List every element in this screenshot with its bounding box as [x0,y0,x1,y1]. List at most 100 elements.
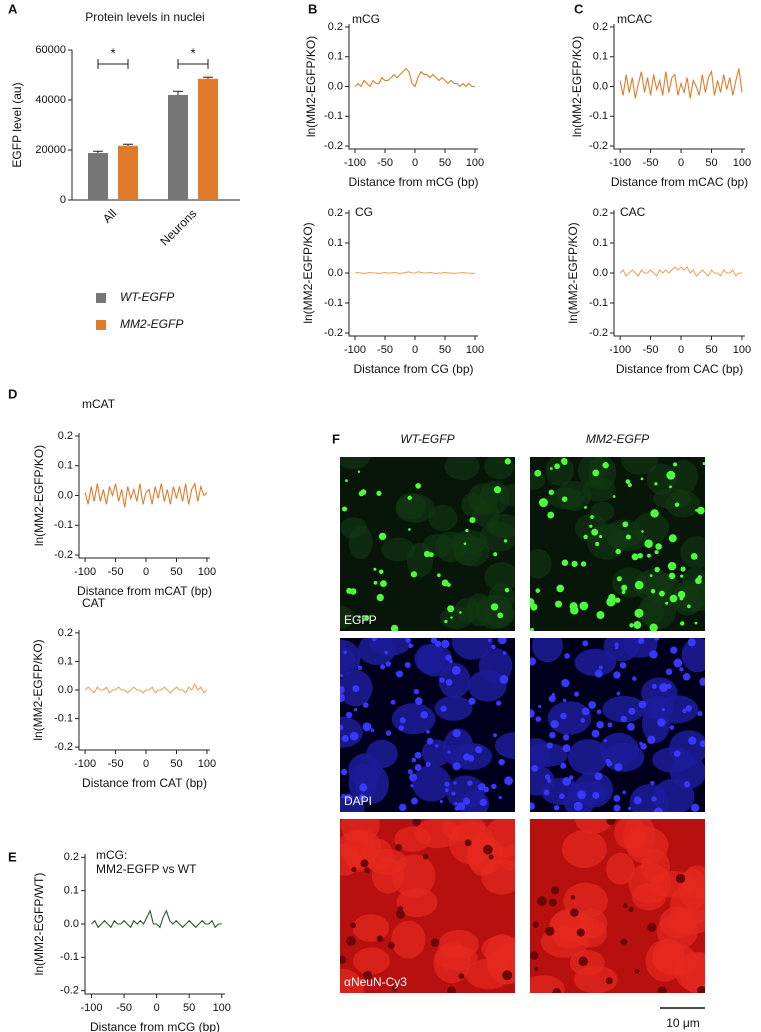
chromocenter [588,701,597,709]
spot [497,612,504,619]
spot [616,576,622,582]
nucleus [486,514,515,539]
y-tick-label: 0.0 [593,267,608,279]
nucleus [461,492,486,517]
nucleus [621,457,659,475]
nucleolus [364,867,371,874]
nucleus [530,765,555,796]
chromocenter [558,793,565,800]
x-tick-label: -50 [643,344,659,356]
nucleolus [647,922,657,932]
nucleus [421,739,452,767]
nucleus [484,457,514,480]
nucleus [348,763,377,803]
nucleolus [482,844,493,855]
chromocenter [691,803,700,812]
spot [390,624,399,631]
y-tick-label: 20000 [35,144,66,156]
chromocenter [627,806,632,811]
nucleus [340,605,355,629]
spot [687,604,691,609]
chromocenter [562,744,571,753]
chromocenter [359,783,368,792]
cell [391,920,426,959]
chromocenter [499,675,509,684]
chromocenter [603,739,607,743]
y-tick-label: 0.1 [593,51,608,63]
cell [396,887,438,918]
spot [641,530,644,533]
legend-swatch [96,320,106,330]
chromocenter [596,709,602,715]
axis-line [84,854,225,995]
chromocenter [562,734,570,741]
spot [560,457,568,465]
chromocenter [488,638,492,643]
chromocenter [445,654,452,661]
chromocenter [538,704,542,709]
chromocenter [546,742,553,749]
chromocenter [345,711,353,719]
scale-bar-label: 10 μm [666,1016,700,1030]
nucleus [434,695,473,721]
spot [590,515,594,519]
nucleolus [340,955,347,964]
x-tick-label: -50 [643,157,659,169]
spot [538,498,548,508]
nucleolus [387,941,395,949]
data-line [619,68,743,99]
spot [680,566,686,572]
chromocenter [468,697,476,705]
bar [118,145,138,200]
nucleus [484,562,515,592]
cell [352,947,390,975]
significance-star: * [110,45,115,60]
spot [679,596,684,601]
x-tick-label: -50 [116,1002,132,1014]
chromocenter [638,638,645,645]
y-tick-label: 0.1 [64,885,79,897]
spot [669,485,672,489]
spot [665,601,669,605]
nucleolus [530,951,539,960]
spot [622,521,629,528]
spot [570,606,579,615]
spot [504,587,510,593]
chromocenter [530,709,535,718]
chromocenter [384,650,388,655]
y-tick-label: 0.2 [328,21,343,33]
chromocenter [411,757,417,763]
chromocenter [548,695,556,703]
spot [407,495,412,501]
chart-title: Protein levels in nuclei [85,10,204,24]
axis-line [613,24,745,150]
nucleus [669,459,699,495]
cell [574,819,613,834]
chromocenter [341,793,346,799]
chromocenter [650,780,655,786]
chromocenter [562,777,571,786]
cell [371,857,404,894]
spot [535,588,541,593]
spot [599,535,603,539]
spot [669,594,678,603]
chromocenter [398,725,405,731]
spot [583,534,588,540]
column-header: MM2-EGFP [586,432,649,446]
cell [561,829,607,869]
chromocenter [451,665,461,675]
chromocenter [449,659,453,664]
spot [655,543,662,550]
chromocenter [543,789,550,796]
chromocenter [638,700,647,709]
x-tick-label: 100 [466,157,484,169]
x-tick-label: 100 [466,344,484,356]
chromocenter [454,801,458,806]
spot [644,539,653,548]
nucleolus [537,896,547,906]
nucleolus [464,839,472,847]
y-tick-label: 0.1 [328,237,343,249]
column-header: WT-EGFP [400,432,454,446]
error-bar [123,143,133,146]
chromocenter [547,778,552,783]
